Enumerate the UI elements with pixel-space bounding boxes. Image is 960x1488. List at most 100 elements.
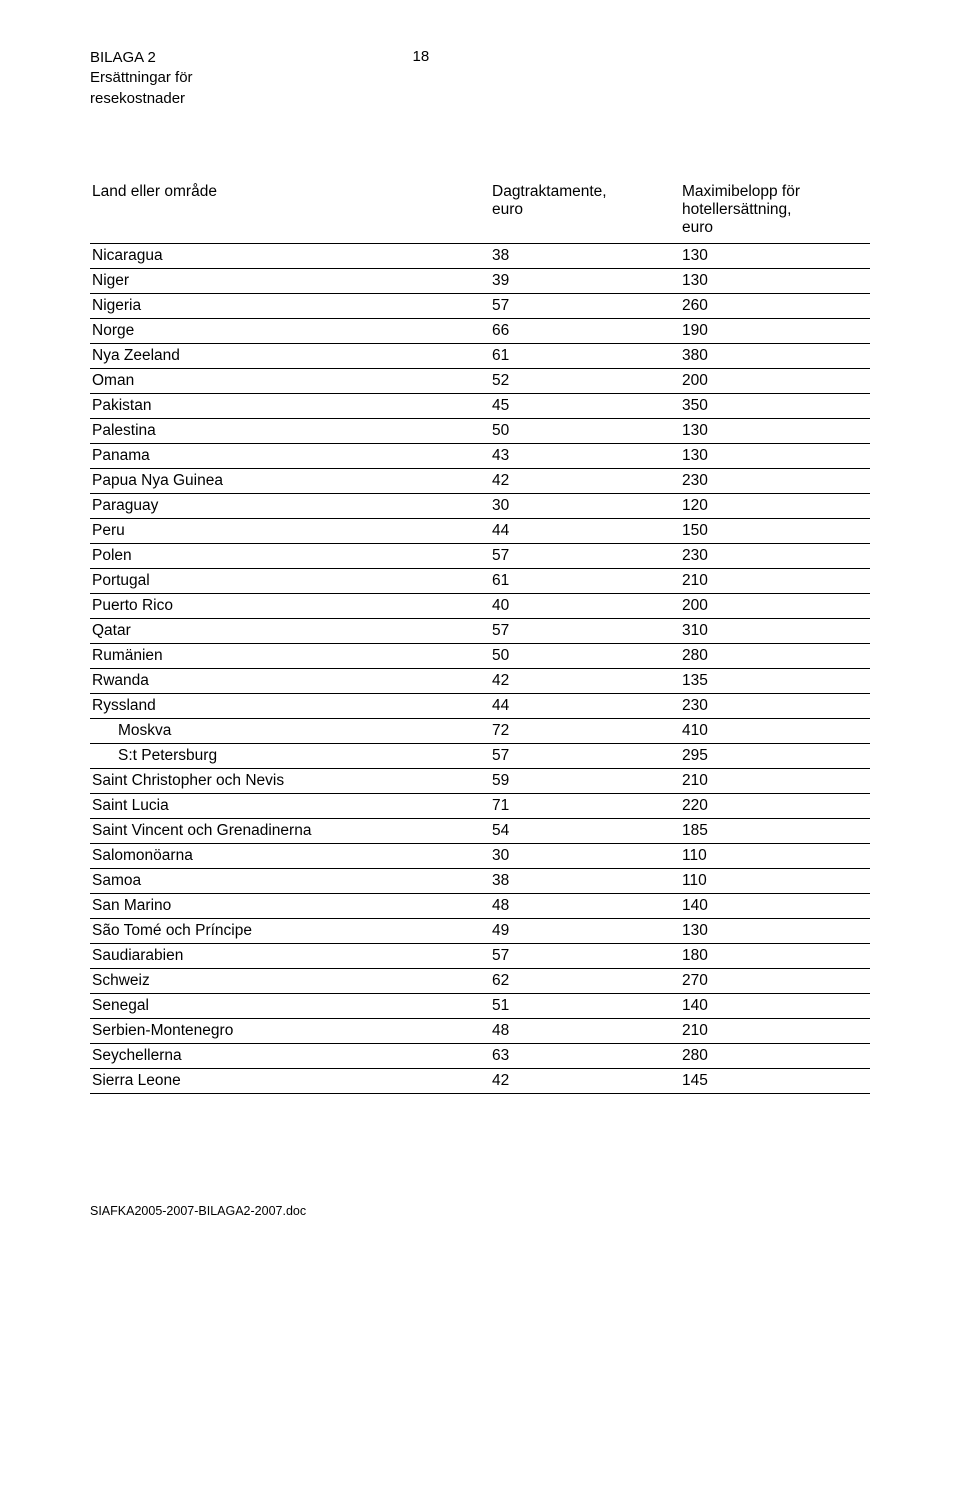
table-row: Saint Christopher och Nevis59210	[90, 768, 870, 793]
cell-hotel: 185	[680, 818, 870, 843]
cell-country: Polen	[90, 543, 490, 568]
table-row: Rwanda42135	[90, 668, 870, 693]
table-row: Sierra Leone42145	[90, 1068, 870, 1093]
table-row: Rumänien50280	[90, 643, 870, 668]
cell-daily: 45	[490, 393, 680, 418]
cell-country: Rumänien	[90, 643, 490, 668]
cell-daily: 30	[490, 843, 680, 868]
cell-country: Saudiarabien	[90, 943, 490, 968]
cell-country: Norge	[90, 318, 490, 343]
cell-hotel: 210	[680, 768, 870, 793]
cell-daily: 57	[490, 743, 680, 768]
cell-hotel: 130	[680, 443, 870, 468]
table-row: Serbien-Montenegro48210	[90, 1018, 870, 1043]
table-row: Nicaragua38130	[90, 243, 870, 268]
cell-hotel: 380	[680, 343, 870, 368]
cell-daily: 52	[490, 368, 680, 393]
table-row: S:t Petersburg57295	[90, 743, 870, 768]
table-header-row: Land eller område Dagtraktamente, euro M…	[90, 179, 870, 244]
cell-country: Puerto Rico	[90, 593, 490, 618]
cell-hotel: 280	[680, 1043, 870, 1068]
cell-hotel: 200	[680, 593, 870, 618]
cell-hotel: 230	[680, 693, 870, 718]
table-row: Panama43130	[90, 443, 870, 468]
cell-hotel: 110	[680, 868, 870, 893]
cell-country: Portugal	[90, 568, 490, 593]
cell-daily: 54	[490, 818, 680, 843]
table-row: San Marino48140	[90, 893, 870, 918]
cell-hotel: 130	[680, 243, 870, 268]
cell-daily: 44	[490, 518, 680, 543]
cell-daily: 42	[490, 668, 680, 693]
table-row: Qatar57310	[90, 618, 870, 643]
cell-country: Seychellerna	[90, 1043, 490, 1068]
cell-hotel: 140	[680, 993, 870, 1018]
cell-country: Ryssland	[90, 693, 490, 718]
cell-daily: 39	[490, 268, 680, 293]
header-line3: resekostnader	[90, 89, 193, 109]
cell-hotel: 350	[680, 393, 870, 418]
table-row: Ryssland44230	[90, 693, 870, 718]
cell-hotel: 130	[680, 418, 870, 443]
table-row: Palestina50130	[90, 418, 870, 443]
cell-daily: 40	[490, 593, 680, 618]
cell-hotel: 130	[680, 268, 870, 293]
cell-hotel: 230	[680, 543, 870, 568]
cell-country: San Marino	[90, 893, 490, 918]
cell-daily: 49	[490, 918, 680, 943]
cell-daily: 43	[490, 443, 680, 468]
cell-daily: 38	[490, 243, 680, 268]
table-row: Saudiarabien57180	[90, 943, 870, 968]
cell-hotel: 190	[680, 318, 870, 343]
table-row: Saint Vincent och Grenadinerna54185	[90, 818, 870, 843]
cell-country: Saint Lucia	[90, 793, 490, 818]
cell-country: Moskva	[90, 718, 490, 743]
cell-country: S:t Petersburg	[90, 743, 490, 768]
table-row: Polen57230	[90, 543, 870, 568]
table-row: Nya Zeeland61380	[90, 343, 870, 368]
cell-country: Papua Nya Guinea	[90, 468, 490, 493]
cell-daily: 48	[490, 1018, 680, 1043]
cell-daily: 62	[490, 968, 680, 993]
cell-daily: 30	[490, 493, 680, 518]
table-row: Norge66190	[90, 318, 870, 343]
cell-country: Oman	[90, 368, 490, 393]
table-row: Oman52200	[90, 368, 870, 393]
cell-hotel: 110	[680, 843, 870, 868]
cell-hotel: 130	[680, 918, 870, 943]
cell-hotel: 180	[680, 943, 870, 968]
cell-daily: 72	[490, 718, 680, 743]
cell-daily: 61	[490, 568, 680, 593]
col-header-daily: Dagtraktamente, euro	[490, 179, 680, 244]
cell-country: Saint Vincent och Grenadinerna	[90, 818, 490, 843]
table-row: Peru44150	[90, 518, 870, 543]
cell-daily: 57	[490, 293, 680, 318]
table-row: Schweiz62270	[90, 968, 870, 993]
cell-hotel: 135	[680, 668, 870, 693]
cell-daily: 66	[490, 318, 680, 343]
cell-hotel: 145	[680, 1068, 870, 1093]
cell-daily: 57	[490, 943, 680, 968]
cell-hotel: 200	[680, 368, 870, 393]
table-row: Nigeria57260	[90, 293, 870, 318]
cell-hotel: 120	[680, 493, 870, 518]
cell-daily: 42	[490, 468, 680, 493]
cell-country: Senegal	[90, 993, 490, 1018]
cell-country: Saint Christopher och Nevis	[90, 768, 490, 793]
cell-hotel: 270	[680, 968, 870, 993]
page-number: 18	[413, 48, 430, 65]
table-row: Samoa38110	[90, 868, 870, 893]
table-row: São Tomé och Príncipe49130	[90, 918, 870, 943]
table-row: Papua Nya Guinea42230	[90, 468, 870, 493]
cell-country: Nicaragua	[90, 243, 490, 268]
cell-country: Pakistan	[90, 393, 490, 418]
cell-daily: 48	[490, 893, 680, 918]
cell-country: Nya Zeeland	[90, 343, 490, 368]
cell-daily: 61	[490, 343, 680, 368]
cell-country: São Tomé och Príncipe	[90, 918, 490, 943]
page-header: BILAGA 2 Ersättningar för resekostnader …	[90, 48, 870, 109]
cell-country: Sierra Leone	[90, 1068, 490, 1093]
cell-daily: 63	[490, 1043, 680, 1068]
table-row: Paraguay30120	[90, 493, 870, 518]
table-row: Seychellerna63280	[90, 1043, 870, 1068]
